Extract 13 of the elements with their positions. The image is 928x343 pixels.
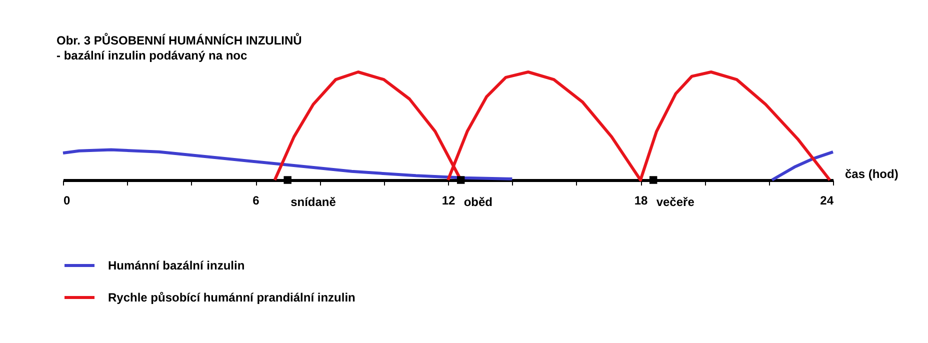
annotation: oběd (464, 195, 493, 209)
x-axis-title: čas (hod) (845, 167, 898, 181)
x-tick-label: 18 (634, 194, 648, 208)
chart-title: Obr. 3 PŮSOBENNÍ HUMÁNNÍCH INZULINŮ (56, 32, 302, 48)
legend-label: Rychle působící humánní prandiální inzulin (108, 290, 356, 304)
x-tick-label: 12 (442, 194, 456, 208)
x-tick-label: 6 (252, 194, 260, 208)
x-tick-label: 0 (64, 194, 70, 208)
x-tick-label: 24 (820, 194, 834, 208)
legend-label: Humánní bazální inzulin (108, 258, 245, 272)
annotation: snídaně (290, 195, 336, 209)
annotation: večeře (656, 195, 695, 209)
chart-subtitle: - bazální inzulin podávaný na noc (56, 48, 248, 62)
